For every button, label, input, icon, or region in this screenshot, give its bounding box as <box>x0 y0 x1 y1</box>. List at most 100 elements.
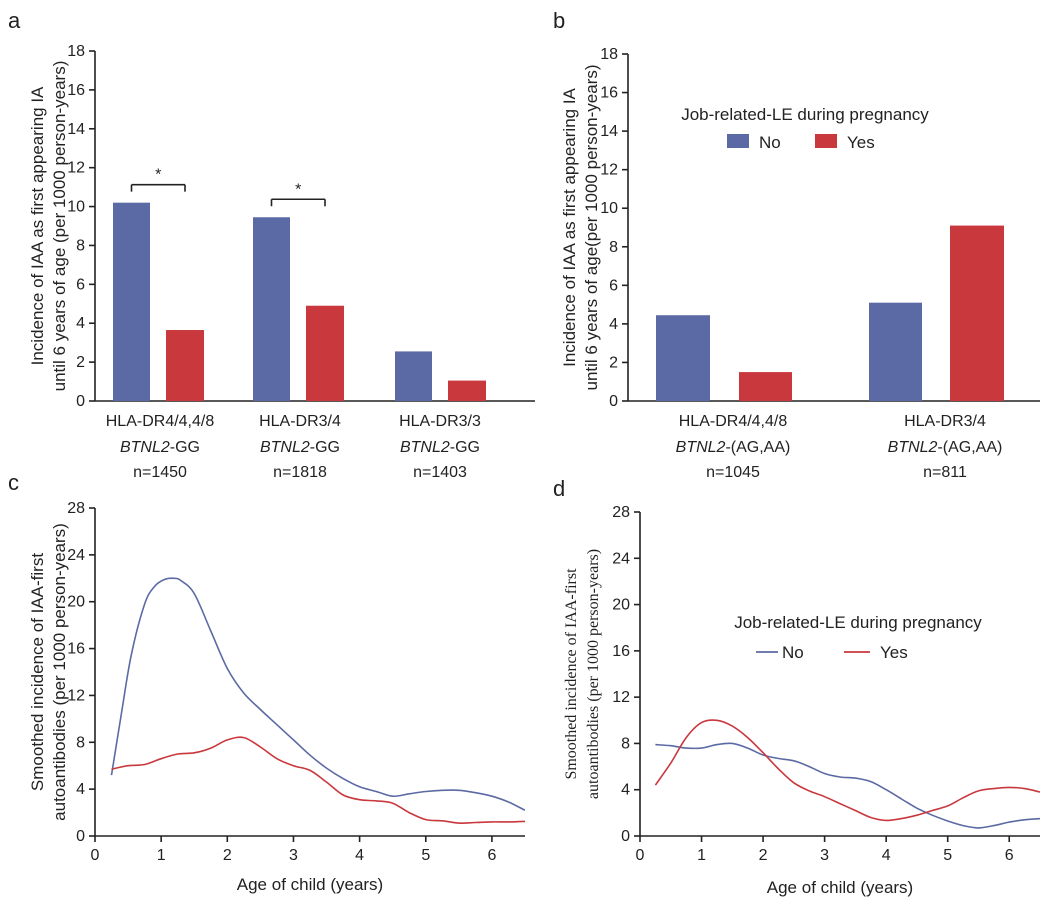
panel-a-panel-letter: a <box>8 8 21 33</box>
panel-c-x-tick-label: 2 <box>223 847 232 864</box>
panel-a-y-tick-label: 2 <box>76 354 85 371</box>
panel-b-category-n-label: n=1045 <box>706 464 760 481</box>
panel-b-y-tick-label: 6 <box>609 277 618 294</box>
panel-d-panel-letter: d <box>553 476 565 501</box>
panel-c-y-tick-label: 0 <box>76 828 85 845</box>
panel-d-x-axis-label: Age of child (years) <box>767 878 913 897</box>
panel-b-bar-no-2 <box>869 302 922 401</box>
panel-c-x-axis-label: Age of child (years) <box>237 875 383 894</box>
panel-c-series-line-yes <box>111 736 526 824</box>
panel-a-category-n-label: n=1403 <box>413 464 467 481</box>
panel-d-series-line-no <box>655 742 1041 829</box>
panel-a-bar-no-3 <box>395 351 432 401</box>
panel-a-y-tick-label: 16 <box>67 82 85 99</box>
panel-b-y-tick-label: 0 <box>609 393 618 410</box>
panel-b-legend-label-yes: Yes <box>847 133 875 152</box>
panel-a-category-label: HLA-DR3/4 <box>259 413 341 430</box>
panel-b-bar-yes-2 <box>950 225 1004 401</box>
panel-a-y-axis-label-line2: until 6 years of age (per 1000 person-ye… <box>50 61 69 392</box>
panel-c-y-axis-label-line2: autoantibodies (per 1000 person-years) <box>50 523 69 821</box>
panel-a-category-label: HLA-DR4/4,4/8 <box>106 413 215 430</box>
panel-b-y-tick-label: 16 <box>600 85 618 102</box>
panel-d-y-axis-label-line1: Smoothed incidence of IAA-first <box>563 568 580 780</box>
panel-a-category-gene-label: BTNL2-GG <box>260 439 340 456</box>
panel-c-x-tick-label: 0 <box>91 847 100 864</box>
panel-c-x-tick-label: 3 <box>289 847 298 864</box>
panel-a-y-axis-label-line1: Incidence of IAA as first appearing IA <box>28 86 47 365</box>
panel-d-x-tick-label: 6 <box>1005 847 1014 864</box>
panel-a-y-tick-label: 14 <box>67 121 85 138</box>
panel-d-x-tick-label: 2 <box>759 847 768 864</box>
panel-b-legend-swatch-no <box>727 134 749 148</box>
panel-b-bar-no-1 <box>656 315 710 401</box>
panel-d-legend-label-no: No <box>782 643 804 662</box>
panel-b-y-tick-label: 12 <box>600 162 618 179</box>
panel-d-y-axis-label-line2: autoantibodies (per 1000 person-years) <box>585 549 602 799</box>
panel-b-legend-label-no: No <box>759 133 781 152</box>
panel-a-category-n-label: n=1450 <box>133 464 187 481</box>
panel-b-legend-swatch-yes <box>815 134 837 148</box>
panel-c-y-tick-label: 8 <box>76 734 85 751</box>
panel-c-series-line-no <box>110 577 526 811</box>
panel-c-y-tick-label: 20 <box>67 594 85 611</box>
panel-c-y-axis-label-line1: Smoothed incidence of IAA-first <box>28 553 47 791</box>
panel-b-category-gene-label: BTNL2-(AG,AA) <box>676 439 791 456</box>
panel-b-y-tick-label: 18 <box>600 46 618 63</box>
panel-c-x-tick-label: 5 <box>421 847 430 864</box>
panel-b-category-label: HLA-DR4/4,4/8 <box>679 413 788 430</box>
panel-a-bar-yes-3 <box>448 380 486 401</box>
panel-a-significance-star: * <box>155 167 161 184</box>
panel-c-y-tick-label: 12 <box>67 687 85 704</box>
panel-c-x-tick-label: 1 <box>157 847 166 864</box>
panel-a-category-gene-label: BTNL2-GG <box>400 439 480 456</box>
panel-c-x-tick-label: 4 <box>355 847 364 864</box>
panel-b-y-axis-label-line2: until 6 years of age(per 1000 person-yea… <box>582 64 601 390</box>
panel-c-y-tick-label: 24 <box>67 547 85 564</box>
panel-a-bar-yes-2 <box>306 305 344 401</box>
panel-a-y-tick-label: 6 <box>76 276 85 293</box>
panel-c-panel-letter: c <box>8 470 19 495</box>
panel-c-x-tick-label: 6 <box>487 847 496 864</box>
panel-b-y-tick-label: 4 <box>609 316 618 333</box>
panel-b-y-axis-label-line1: Incidence of IAA as first appearing IA <box>560 87 579 366</box>
panel-b-y-tick-label: 8 <box>609 239 618 256</box>
panel-c-y-tick-label: 28 <box>67 500 85 517</box>
panel-a-bar-no-2 <box>253 217 290 401</box>
panel-a-category-gene-label: BTNL2-GG <box>120 439 200 456</box>
panel-d-x-tick-label: 1 <box>697 847 706 864</box>
panel-a-significance-star: * <box>295 181 301 198</box>
panel-d-x-tick-label: 0 <box>636 847 645 864</box>
panel-a-y-tick-label: 4 <box>76 315 85 332</box>
panel-d-series-line-yes <box>654 719 1041 822</box>
panel-b-category-label: HLA-DR3/4 <box>904 413 986 430</box>
panel-a-y-tick-label: 8 <box>76 237 85 254</box>
panel-d-x-tick-label: 3 <box>820 847 829 864</box>
panel-d-y-tick-label: 28 <box>612 504 630 521</box>
panel-b-category-gene-label: BTNL2-(AG,AA) <box>888 439 1003 456</box>
panel-b-bar-yes-1 <box>739 372 792 401</box>
panel-d-y-tick-label: 16 <box>612 643 630 660</box>
panel-d-y-tick-label: 8 <box>621 735 630 752</box>
panel-a-y-tick-label: 12 <box>67 160 85 177</box>
panel-a-y-tick-label: 10 <box>67 199 85 216</box>
panel-d-x-tick-label: 4 <box>882 847 891 864</box>
panel-d-y-tick-label: 0 <box>621 828 630 845</box>
panel-b-y-tick-label: 10 <box>600 200 618 217</box>
panel-a-category-n-label: n=1818 <box>273 464 327 481</box>
panel-c-y-tick-label: 16 <box>67 641 85 658</box>
panel-d-legend-label-yes: Yes <box>880 643 908 662</box>
panel-b-category-n-label: n=811 <box>923 464 967 481</box>
panel-d-legend-title: Job-related-LE during pregnancy <box>734 613 982 632</box>
panel-b-y-tick-label: 14 <box>600 123 618 140</box>
panel-a-bar-yes-1 <box>166 330 204 401</box>
panel-c-y-tick-label: 4 <box>76 781 85 798</box>
panel-d-y-tick-label: 12 <box>612 689 630 706</box>
panel-b-panel-letter: b <box>553 8 565 33</box>
panel-b-legend-title: Job-related-LE during pregnancy <box>681 105 929 124</box>
panel-d-y-tick-label: 4 <box>621 782 630 799</box>
panel-d-y-tick-label: 20 <box>612 597 630 614</box>
panel-a-category-label: HLA-DR3/3 <box>399 413 481 430</box>
panel-a-y-tick-label: 18 <box>67 43 85 60</box>
panel-a-bar-no-1 <box>113 202 150 401</box>
